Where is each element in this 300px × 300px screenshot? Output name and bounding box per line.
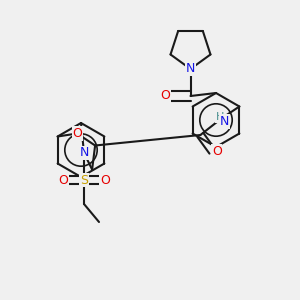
Text: N: N [220, 115, 229, 128]
Text: O: O [100, 173, 110, 187]
Text: H: H [216, 112, 224, 122]
Text: O: O [160, 89, 170, 103]
Text: O: O [58, 173, 68, 187]
Text: S: S [80, 173, 88, 187]
Text: O: O [212, 145, 222, 158]
Text: N: N [79, 146, 89, 160]
Text: O: O [72, 127, 82, 140]
Text: N: N [186, 62, 195, 76]
